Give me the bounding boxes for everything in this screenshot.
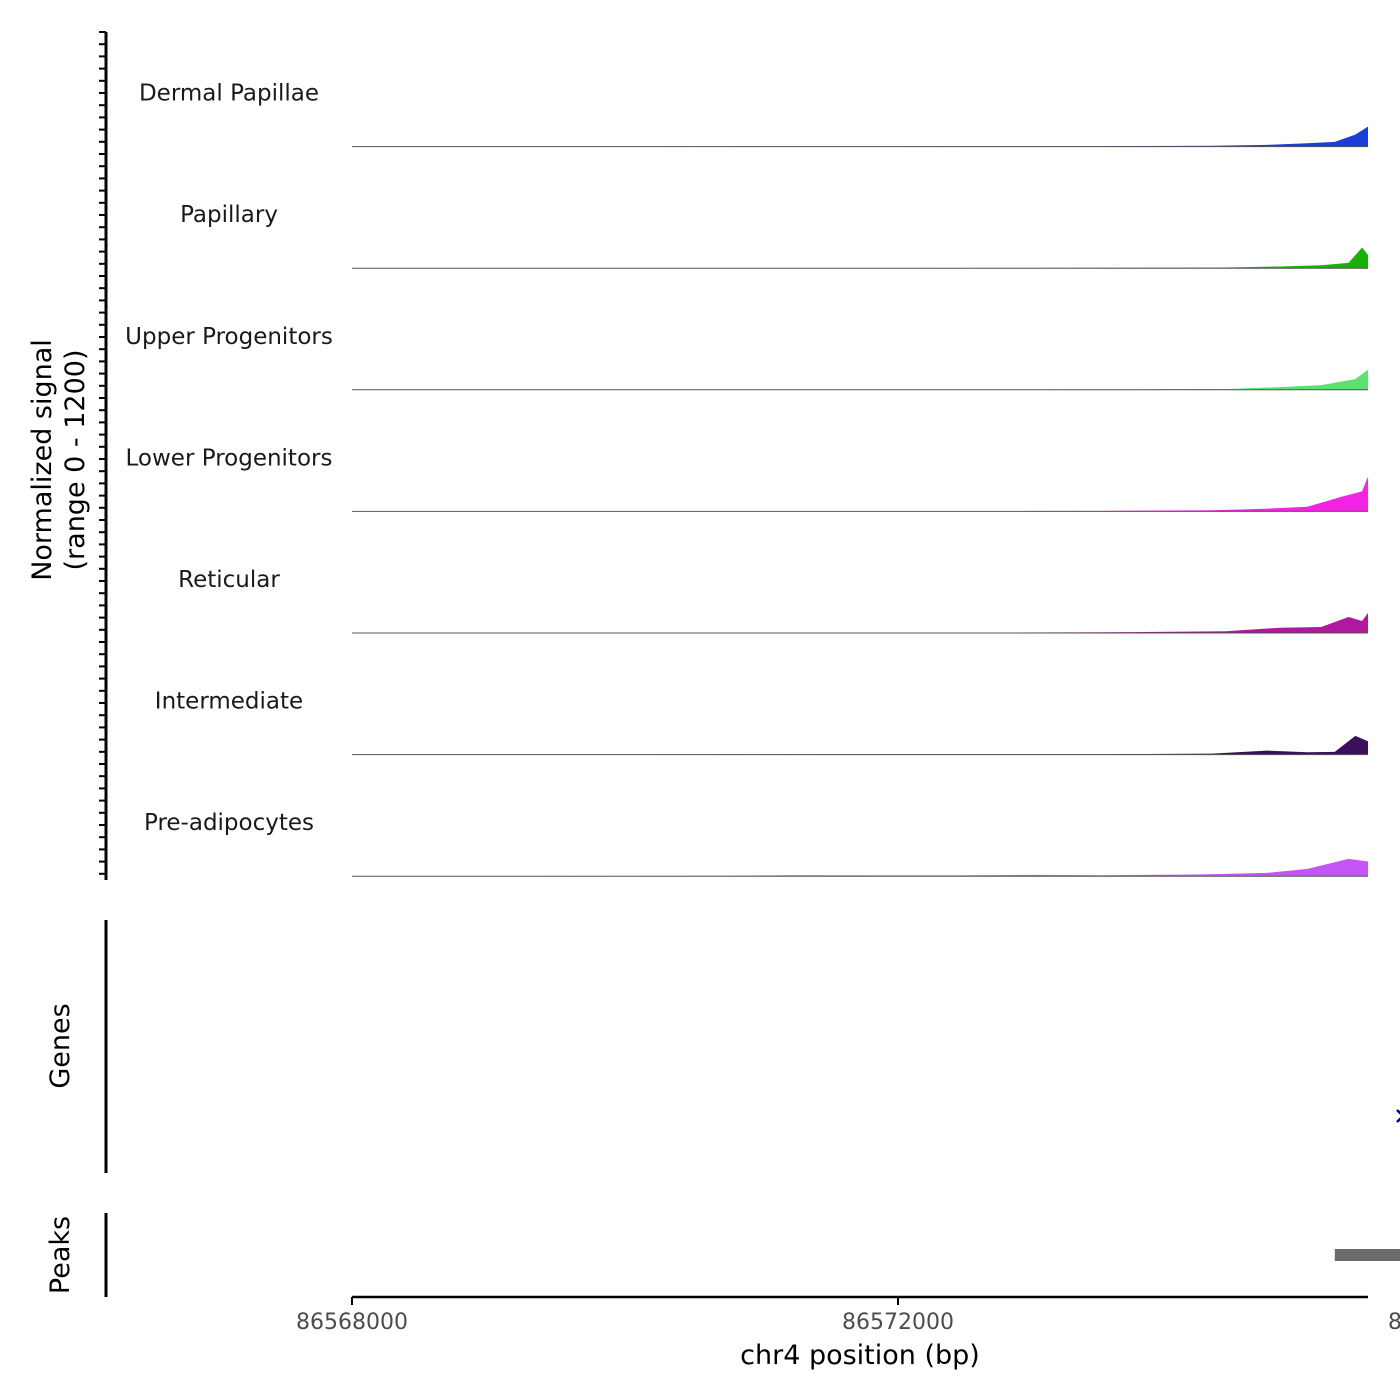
track-label: Reticular (178, 567, 280, 593)
track-label: Upper Progenitors (125, 324, 333, 350)
x-tick-label: 86568000 (296, 1310, 408, 1335)
axes: 86568000865720008657600086580000 (99, 31, 1400, 1335)
track-label: Pre-adipocytes (144, 810, 314, 836)
y-axis-title-line1: Normalized signal (27, 339, 58, 581)
coverage-area (352, 687, 1368, 755)
peak-region (1334, 1249, 1400, 1261)
track-reticular: Reticular (178, 566, 1368, 634)
coverage-tracks: Dermal Papillae Papillary Upper Progenitor… (125, 79, 1368, 877)
gene-rraga: Rraga (1396, 1109, 1400, 1123)
coverage-area (352, 323, 1368, 390)
track-label: Lower Progenitors (126, 445, 333, 471)
coverage-area (352, 201, 1368, 269)
track-label: Dermal Papillae (139, 81, 319, 107)
x-axis-title: chr4 position (bp) (740, 1340, 980, 1371)
track-label: Intermediate (155, 689, 303, 715)
track-upper-progenitors: Upper Progenitors (125, 323, 1368, 391)
coverage-area (352, 566, 1368, 633)
track-lower-progenitors: Lower Progenitors (126, 444, 1368, 512)
track-pre-adipocytes: Pre-adipocytes (144, 809, 1368, 877)
track-papillary: Papillary (180, 201, 1368, 269)
track-dermal-papillae: Dermal Papillae (139, 79, 1368, 148)
track-label: Papillary (180, 202, 278, 228)
peaks-panel-label: Peaks (45, 1216, 76, 1294)
x-tick-label: 86576000 (1388, 1310, 1400, 1335)
genes-track: RragaHaus6 (1396, 1109, 1400, 1123)
coverage-area (352, 444, 1368, 512)
coverage-area (352, 79, 1368, 147)
x-tick-label: 86572000 (842, 1310, 954, 1335)
y-axis-title-line2: (range 0 - 1200) (60, 350, 91, 571)
strand-arrow (1396, 1109, 1400, 1123)
track-intermediate: Intermediate (155, 687, 1368, 756)
peaks-track (1334, 1249, 1400, 1261)
coverage-area (352, 809, 1368, 877)
genes-panel-label: Genes (45, 1003, 76, 1088)
